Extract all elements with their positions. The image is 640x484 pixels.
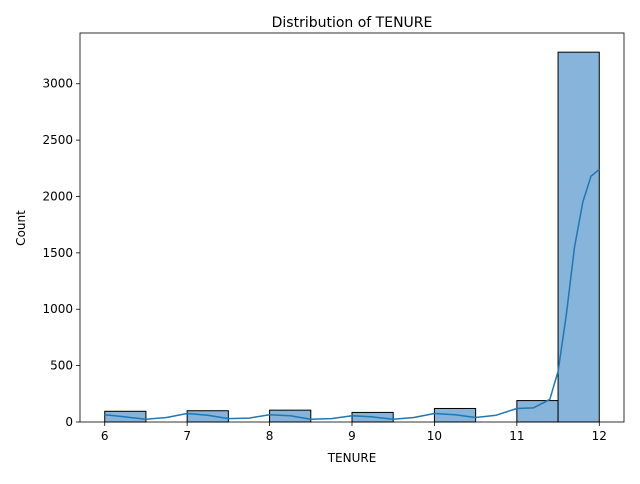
histogram-bar — [516, 400, 559, 423]
y-axis-ticks: 0 500 1000 1500 2000 2500 3000 — [42, 77, 80, 429]
histogram-bar — [186, 410, 229, 423]
x-axis-ticks: 6 7 8 9 10 11 12 — [101, 422, 607, 443]
y-tick-label: 1500 — [42, 246, 73, 260]
x-axis-label: TENURE — [327, 451, 377, 465]
histogram-bars — [104, 51, 600, 423]
x-tick-label: 8 — [266, 429, 274, 443]
histogram-bar — [557, 51, 600, 423]
x-tick-label: 7 — [183, 429, 191, 443]
y-tick-label: 2500 — [42, 133, 73, 147]
y-tick-label: 3000 — [42, 77, 73, 91]
x-tick-label: 9 — [348, 429, 356, 443]
y-tick-label: 1000 — [42, 302, 73, 316]
y-tick-label: 0 — [65, 415, 73, 429]
plot-frame — [79, 32, 625, 423]
y-tick-label: 500 — [50, 359, 73, 373]
y-tick-label: 2000 — [42, 189, 73, 203]
x-tick-label: 6 — [101, 429, 109, 443]
x-tick-label: 11 — [509, 429, 524, 443]
chart-title: Distribution of TENURE — [272, 15, 433, 31]
x-tick-label: 10 — [427, 429, 442, 443]
x-tick-label: 12 — [592, 429, 607, 443]
y-axis-label: Count — [14, 210, 28, 246]
kde-curve-group — [104, 168, 600, 420]
kde-line — [104, 168, 600, 420]
